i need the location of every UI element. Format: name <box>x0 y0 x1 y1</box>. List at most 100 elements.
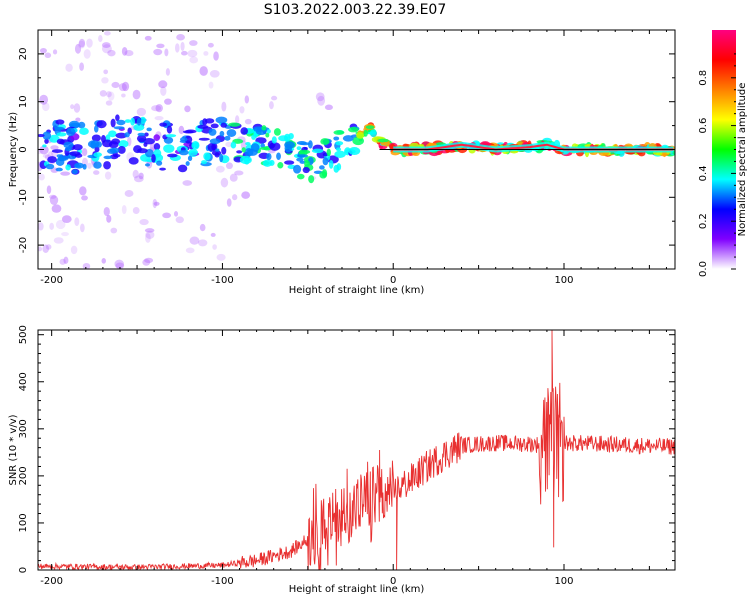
signal-blob <box>110 118 116 128</box>
signal-blob <box>191 140 200 150</box>
signal-blob <box>284 160 295 165</box>
y-tick-label: 300 <box>18 419 29 438</box>
noise-blob <box>38 148 43 155</box>
noise-blob <box>80 223 85 233</box>
noise-blob <box>189 40 198 46</box>
signal-blob <box>106 148 117 154</box>
signal-blob <box>215 116 228 124</box>
signal-blob <box>259 146 269 151</box>
signal-blob <box>293 164 302 174</box>
signal-blob <box>277 161 284 169</box>
noise-blob <box>51 204 62 213</box>
signal-blob <box>96 120 107 129</box>
signal-blob <box>311 148 324 154</box>
noise-blob <box>189 56 199 64</box>
signal-blob <box>308 175 315 184</box>
noise-blob <box>38 246 43 252</box>
signal-blob <box>284 144 293 153</box>
signal-blob <box>42 131 52 140</box>
signal-blob <box>210 123 219 129</box>
noise-blob <box>153 201 160 206</box>
signal-blob <box>369 129 377 138</box>
signal-blob <box>363 129 368 137</box>
signal-blob <box>230 141 237 149</box>
signal-blob <box>108 130 117 138</box>
noise-blob <box>98 34 103 43</box>
noise-blob <box>39 145 49 155</box>
noise-blob <box>216 253 226 261</box>
noise-blob <box>199 223 206 232</box>
signal-blob <box>103 155 113 160</box>
signal-blob <box>177 164 188 173</box>
signal-blob <box>115 114 120 122</box>
noise-blob <box>180 41 185 51</box>
noise-blob <box>101 257 106 264</box>
noise-blob <box>212 244 217 250</box>
signal-blob <box>51 149 63 153</box>
noise-blob <box>46 185 52 195</box>
signal-blob <box>166 125 173 134</box>
signal-blob <box>109 154 119 160</box>
signal-blob <box>143 142 148 147</box>
noise-blob <box>74 217 80 226</box>
signal-blob <box>63 141 74 149</box>
signal-blob <box>203 152 211 161</box>
signal-blob <box>116 119 126 126</box>
noise-blob <box>60 171 71 176</box>
signal-blob <box>266 152 272 161</box>
noise-blob <box>42 244 50 253</box>
signal-blob <box>269 142 281 151</box>
signal-blob <box>198 137 210 141</box>
signal-blob <box>276 152 281 160</box>
x-tick-label: 0 <box>390 275 396 286</box>
signal-blob <box>219 130 225 137</box>
signal-blob <box>202 118 208 126</box>
signal-blob <box>118 140 129 148</box>
signal-blob <box>153 143 161 151</box>
signal-blob <box>117 146 126 154</box>
signal-blob <box>236 150 243 154</box>
signal-blob <box>159 122 168 127</box>
noise-blob <box>175 216 184 224</box>
signal-blob <box>151 153 156 163</box>
signal-blob <box>55 119 65 125</box>
signal-blob <box>251 134 257 140</box>
noise-blob <box>82 262 91 269</box>
signal-blob <box>333 164 340 173</box>
noise-blob <box>44 52 52 59</box>
noise-blob <box>49 194 57 199</box>
signal-blob <box>57 155 69 161</box>
signal-blob <box>111 138 121 145</box>
noise-blob <box>184 105 191 113</box>
signal-blob <box>56 138 65 145</box>
signal-blob <box>335 141 344 146</box>
signal-blob <box>197 124 209 129</box>
noise-blob <box>239 106 245 114</box>
signal-blob <box>137 132 146 137</box>
y-axis-label: SNR (10 * v/v) <box>8 414 19 485</box>
noise-blob <box>145 230 155 239</box>
noise-blob <box>136 107 147 117</box>
noise-blob <box>38 173 45 181</box>
signal-blob <box>146 127 152 132</box>
noise-blob <box>82 157 88 167</box>
signal-blob <box>239 155 252 165</box>
noise-blob <box>164 98 172 105</box>
signal-blob <box>215 148 220 152</box>
signal-blob <box>201 160 208 165</box>
signal-blob <box>124 132 130 138</box>
noise-blob <box>178 125 185 135</box>
y-tick-label: 200 <box>18 466 29 485</box>
noise-blob <box>53 237 64 244</box>
plot-frame <box>37 329 676 571</box>
signal-blob <box>139 116 147 124</box>
noise-blob <box>185 247 195 254</box>
noise-blob <box>154 115 164 121</box>
signal-blob <box>228 122 241 127</box>
signal-blob <box>214 152 220 158</box>
y-tick-label: -10 <box>18 189 29 205</box>
signal-blob <box>93 161 102 169</box>
signal-blob <box>113 126 125 130</box>
noise-blob <box>153 48 163 56</box>
